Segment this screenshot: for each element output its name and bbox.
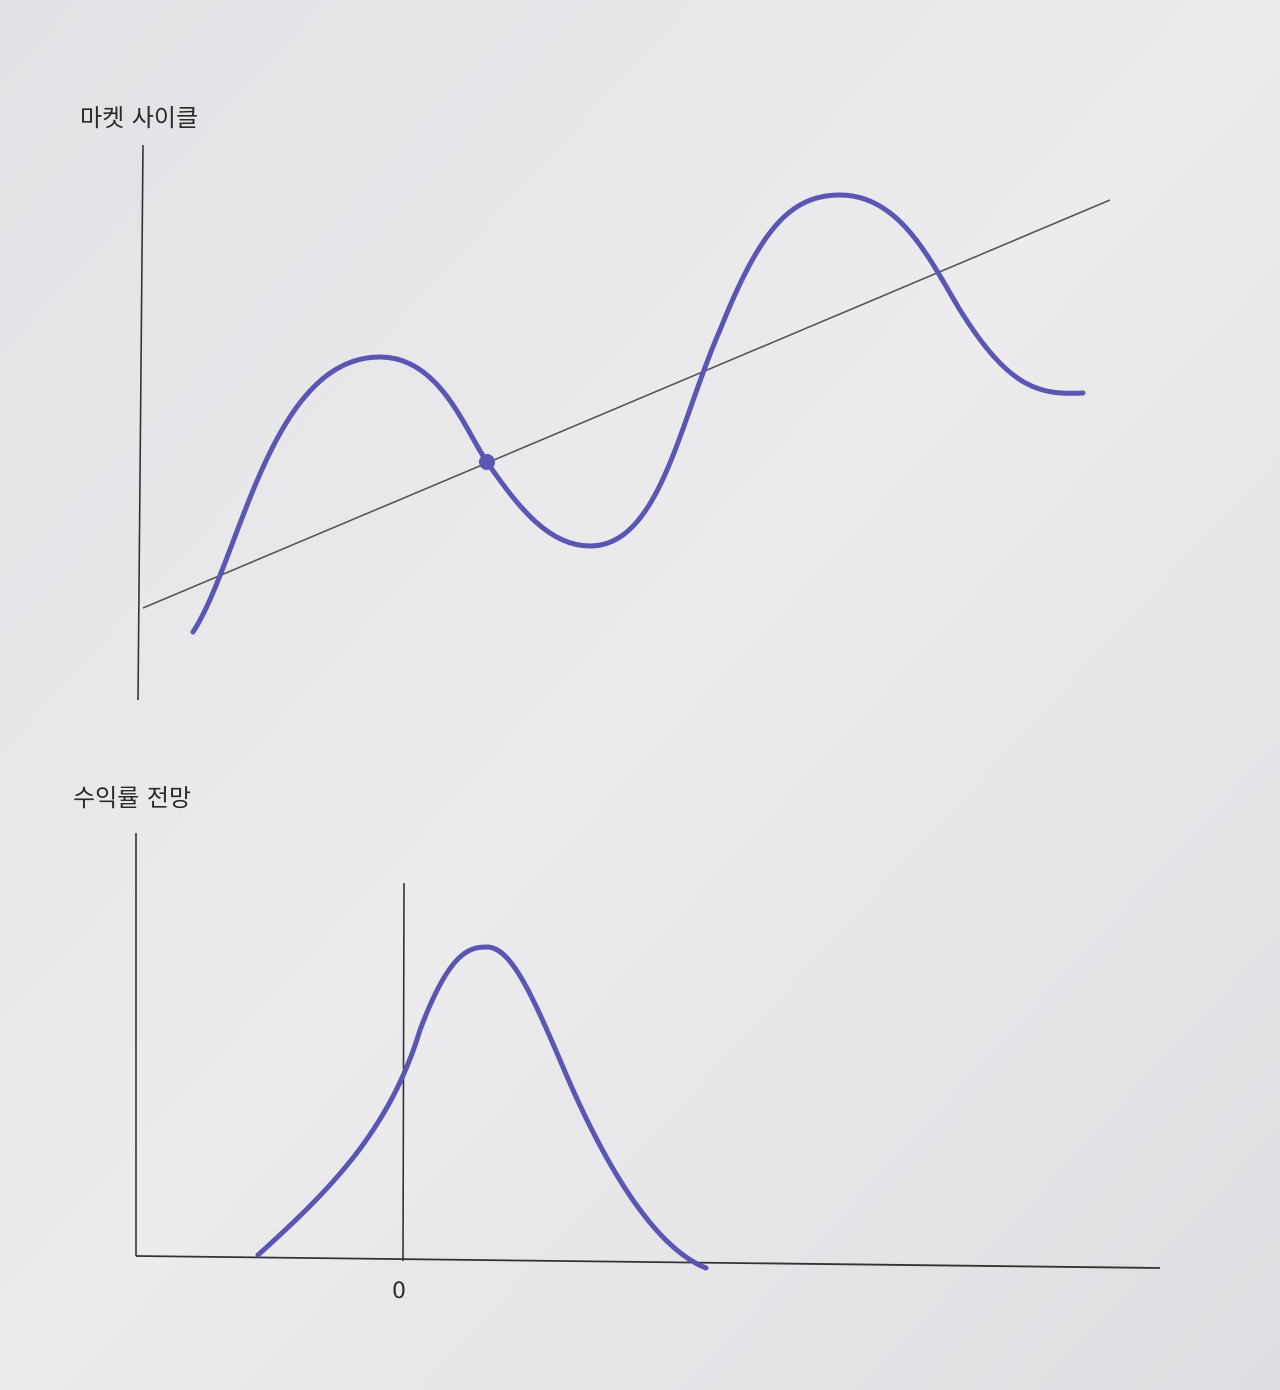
y-axis [137, 144, 144, 701]
diagram-title: 마켓 사이클 [80, 104, 198, 132]
cycle-curve [190, 192, 1086, 635]
return-distribution [255, 944, 709, 1271]
diagram-title: 수익률 전망 [73, 784, 191, 812]
x-axis [135, 1255, 1161, 1269]
current-point [479, 454, 495, 470]
trend-line [142, 199, 1111, 609]
zero-label: 0 [392, 1279, 406, 1304]
